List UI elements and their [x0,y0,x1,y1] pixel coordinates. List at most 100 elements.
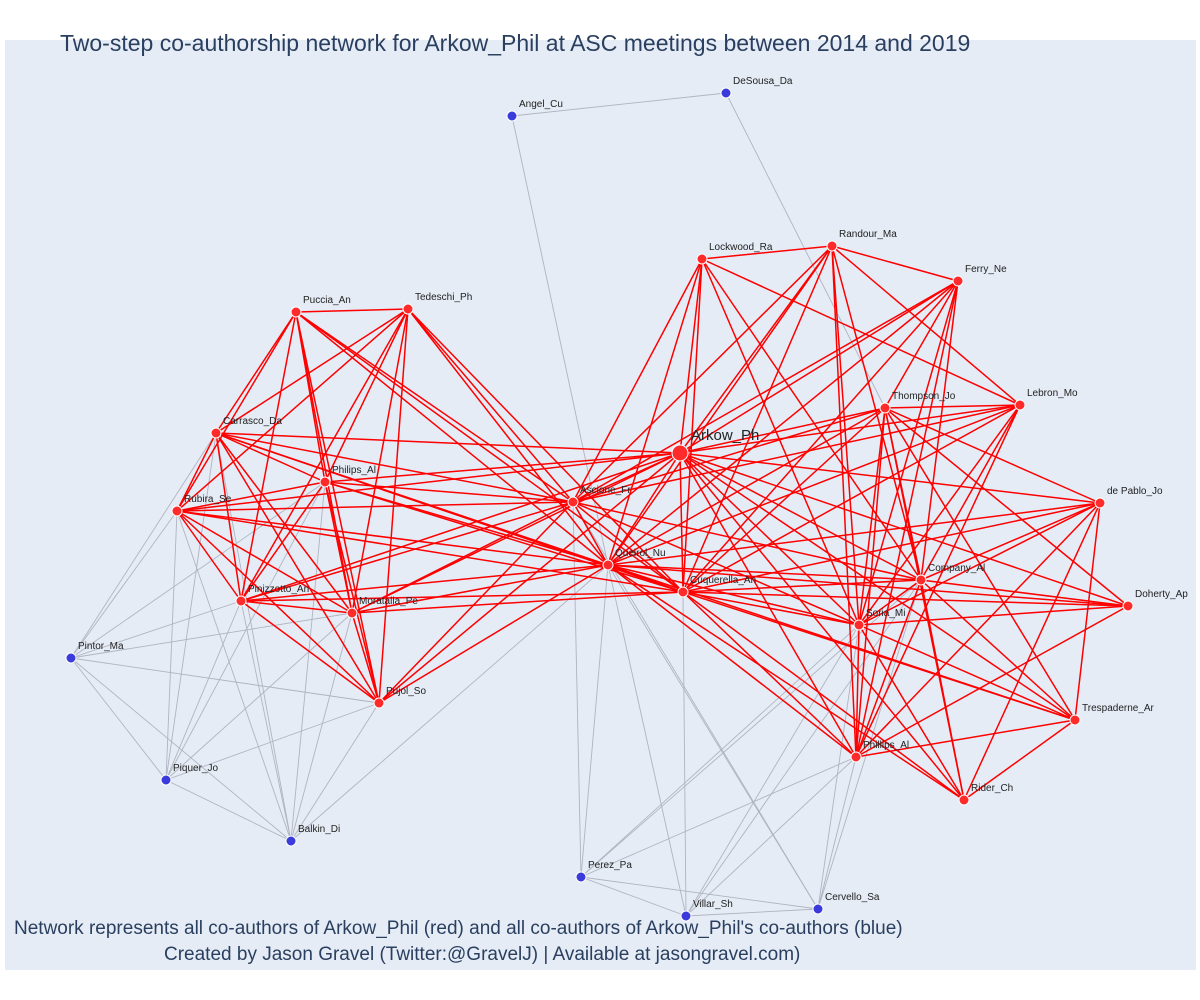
node-phillips-al[interactable] [850,751,862,763]
node-lockwood-ra[interactable] [696,253,708,265]
node-tedeschi-ph[interactable] [402,303,414,315]
node-arkow-ph[interactable] [671,444,689,462]
edge-red [324,452,681,483]
edge-gray [165,600,242,781]
node-perez-pa[interactable] [575,871,587,883]
node-label-lebron-mo: Lebron_Mo [1027,388,1078,399]
edge-red [679,452,1101,504]
node-cervello-sa[interactable] [812,903,824,915]
node-cuquerella-an[interactable] [677,586,689,598]
edge-red [607,564,857,758]
node-pintor-ma[interactable] [65,652,77,664]
node-piquer-jo[interactable] [160,774,172,786]
edge-red [682,404,1021,593]
edge-red [240,452,681,602]
edge-red [679,404,1021,454]
node-label-rider-ch: Rider_Ch [971,783,1013,794]
edge-red [607,245,833,566]
edge-red [858,605,1129,626]
edge-red [215,308,409,434]
edge-gray [70,432,217,659]
edge-red [920,579,1129,607]
edge-gray [70,600,242,659]
edge-red [679,407,886,454]
node-moratalla-pe[interactable] [346,607,358,619]
node-ascione-fr[interactable] [567,496,579,508]
edge-red [701,258,1021,406]
edge-gray [580,756,857,878]
node-lebron-mo[interactable] [1014,399,1026,411]
node-desousa-da[interactable] [720,87,732,99]
node-ferry-ne[interactable] [952,275,964,287]
node-angel-cu[interactable] [506,110,518,122]
node-label-thompson-jo: Thompson_Jo [892,391,956,402]
node-randour-ma[interactable] [826,240,838,252]
node-pujol-so[interactable] [373,697,385,709]
node-puccia-an[interactable] [290,306,302,318]
node-doherty-ap[interactable] [1122,600,1134,612]
edge-red [240,600,380,704]
edge-red [407,308,684,593]
edge-red [572,501,922,581]
node-soria-mi[interactable] [853,619,865,631]
node-pinizzotto-an[interactable] [235,595,247,607]
edge-red [607,564,860,626]
edge-red [572,245,833,503]
edge-red [884,280,959,409]
node-label-company-al: Company_Al [928,563,985,574]
edge-gray [580,564,609,878]
edge-red [572,404,1021,503]
node-thompson-jo[interactable] [879,402,891,414]
edge-gray [165,432,217,781]
edge-red [920,404,1021,581]
edge-gray [580,876,687,917]
node-rubira-se[interactable] [171,505,183,517]
edge-red [295,311,609,566]
node-queirol-nu[interactable] [602,559,614,571]
edge-red [378,501,574,704]
edge-red [407,308,574,503]
node-label-queirol-nu: Queirol_Nu [615,548,666,559]
edge-gray [290,612,353,842]
edge-red [963,719,1076,801]
node-trespaderne-ar[interactable] [1069,714,1081,726]
edge-red [176,452,681,512]
node-carrasco-da[interactable] [210,427,222,439]
edge-gray [290,702,380,842]
edge-red [1074,502,1101,721]
node-label-arkow-ph: Arkow_Ph [691,427,759,444]
node-villar-sh[interactable] [680,910,692,922]
edge-red [572,258,703,503]
edge-red [607,564,1129,607]
edge-red [572,407,886,503]
node-balkin-di[interactable] [285,835,297,847]
edge-red [240,600,353,614]
edge-red [176,510,242,602]
edge-red [682,591,860,626]
edge-red [240,481,326,602]
edge-red [607,407,886,566]
edge-red [963,502,1101,801]
node-rider-ch[interactable] [958,794,970,806]
edge-red [176,510,380,704]
edge-red [679,452,857,758]
node-label-desousa-da: DeSousa_Da [733,76,793,87]
node-philips-al[interactable] [319,476,331,488]
edge-gray [725,92,886,409]
edge-red [295,311,684,593]
edge-red [176,510,353,614]
edge-red [176,481,326,512]
edge-red [215,432,574,503]
edge-red [295,308,409,313]
node-label-philips-al: Philips_Al [332,465,376,476]
footer-note: Network represents all co-authors of Ark… [14,918,903,939]
edge-red [240,564,609,602]
node-label-tedeschi-ph: Tedeschi_Ph [415,292,472,303]
node-label-moratalla-pe: Moratalla_Pe [359,596,418,607]
edge-red [858,502,1101,626]
node-de-pablo-jo[interactable] [1094,497,1106,509]
edge-red [682,579,922,593]
edge-gray [165,612,353,781]
chart-title: Two-step co-authorship network for Arkow… [60,30,971,56]
node-company-al[interactable] [915,574,927,586]
